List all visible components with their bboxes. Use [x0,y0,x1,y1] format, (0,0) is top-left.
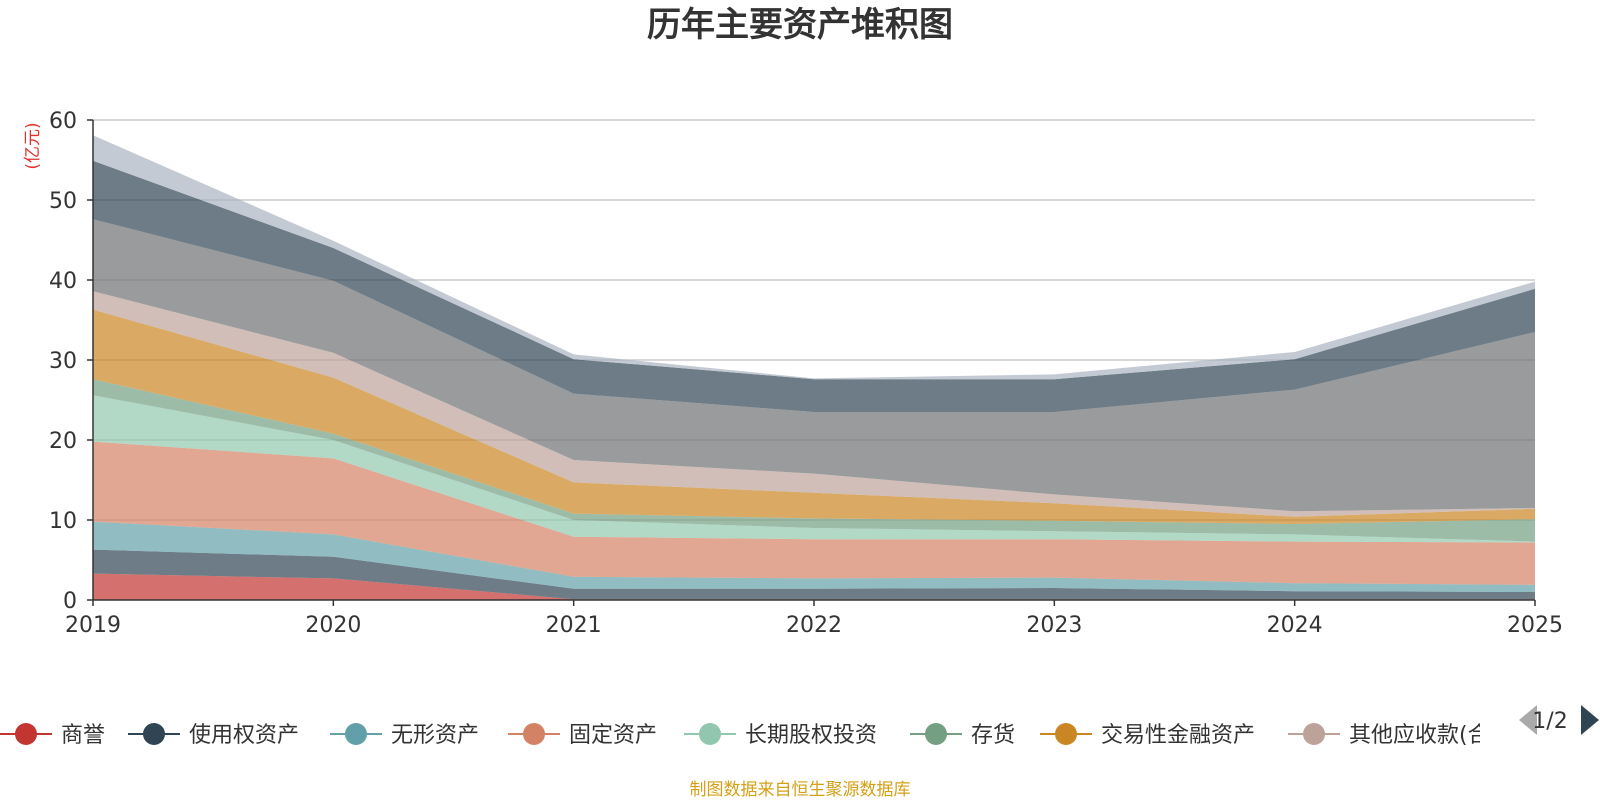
y-tick-label: 60 [49,109,77,134]
chart-title: 历年主要资产堆积图 [647,5,953,45]
legend-label: 固定资产 [569,723,657,748]
legend-item[interactable]: 长期股权投资 [684,723,877,748]
x-tick-label: 2021 [546,613,602,638]
legend-marker [143,723,165,745]
x-tick-label: 2025 [1507,613,1563,638]
legend-label: 无形资产 [391,723,479,748]
x-tick-label: 2022 [786,613,842,638]
legend-next-icon[interactable] [1581,705,1599,735]
area-series-4 [93,395,1535,543]
legend-marker [699,723,721,745]
legend-item[interactable]: 商誉 [0,723,105,748]
data-source-note: 制图数据来自恒生聚源数据库 [690,780,911,800]
area-series-6 [93,309,1535,524]
legend-marker [1055,723,1077,745]
y-tick-label: 50 [49,189,77,214]
legend-prev-icon[interactable] [1519,705,1537,735]
legend-item[interactable]: 交易性金融资产 [1040,723,1255,748]
legend-item[interactable]: 使用权资产 [128,723,299,748]
legend-label: 长期股权投资 [745,723,877,748]
legend-label: 其他应收款(合计) [1349,723,1520,748]
legend: 商誉 使用权资产 无形资产 固定资产 长期股权投资 存货 交易性金融资产 其他应收款(合计) [0,723,1520,748]
area-series-9 [93,160,1535,412]
legend-item[interactable]: 固定资产 [508,723,657,748]
area-series-2 [93,521,1535,592]
y-tick-label: 30 [49,349,77,374]
legend-page-indicator: 1/2 [1532,709,1567,734]
legend-marker [1303,723,1325,745]
legend-label: 使用权资产 [189,723,299,748]
legend-marker [15,723,37,745]
legend-label: 交易性金融资产 [1101,723,1255,748]
y-tick-label: 10 [49,509,77,534]
area-series-5 [93,379,1535,542]
area-series-3 [93,441,1535,585]
y-axis-unit: (亿元) [23,122,43,169]
stacked-areas [93,135,1535,600]
y-tick-label: 40 [49,269,77,294]
legend-marker [523,723,545,745]
x-tick-label: 2019 [65,613,121,638]
legend-item[interactable]: 其他应收款(合计) [1288,723,1520,748]
legend-label: 存货 [971,723,1015,748]
y-tick-label: 20 [49,429,77,454]
legend-item[interactable]: 无形资产 [330,723,479,748]
area-series-1 [93,549,1535,600]
legend-pager: 1/2 [1519,705,1599,735]
legend-item[interactable]: 存货 [910,723,1015,748]
area-series-0 [93,573,1535,600]
axes: 0 10 20 30 40 50 60 2019 2020 2021 2022 2023 2024 202… [49,109,1563,638]
y-tick-label: 0 [63,589,77,614]
legend-marker [925,723,947,745]
legend-label: 商誉 [61,723,105,748]
x-tick-label: 2020 [305,613,361,638]
area-series-8 [93,219,1535,512]
x-tick-label: 2024 [1267,613,1323,638]
legend-marker [345,723,367,745]
x-tick-label: 2023 [1026,613,1082,638]
